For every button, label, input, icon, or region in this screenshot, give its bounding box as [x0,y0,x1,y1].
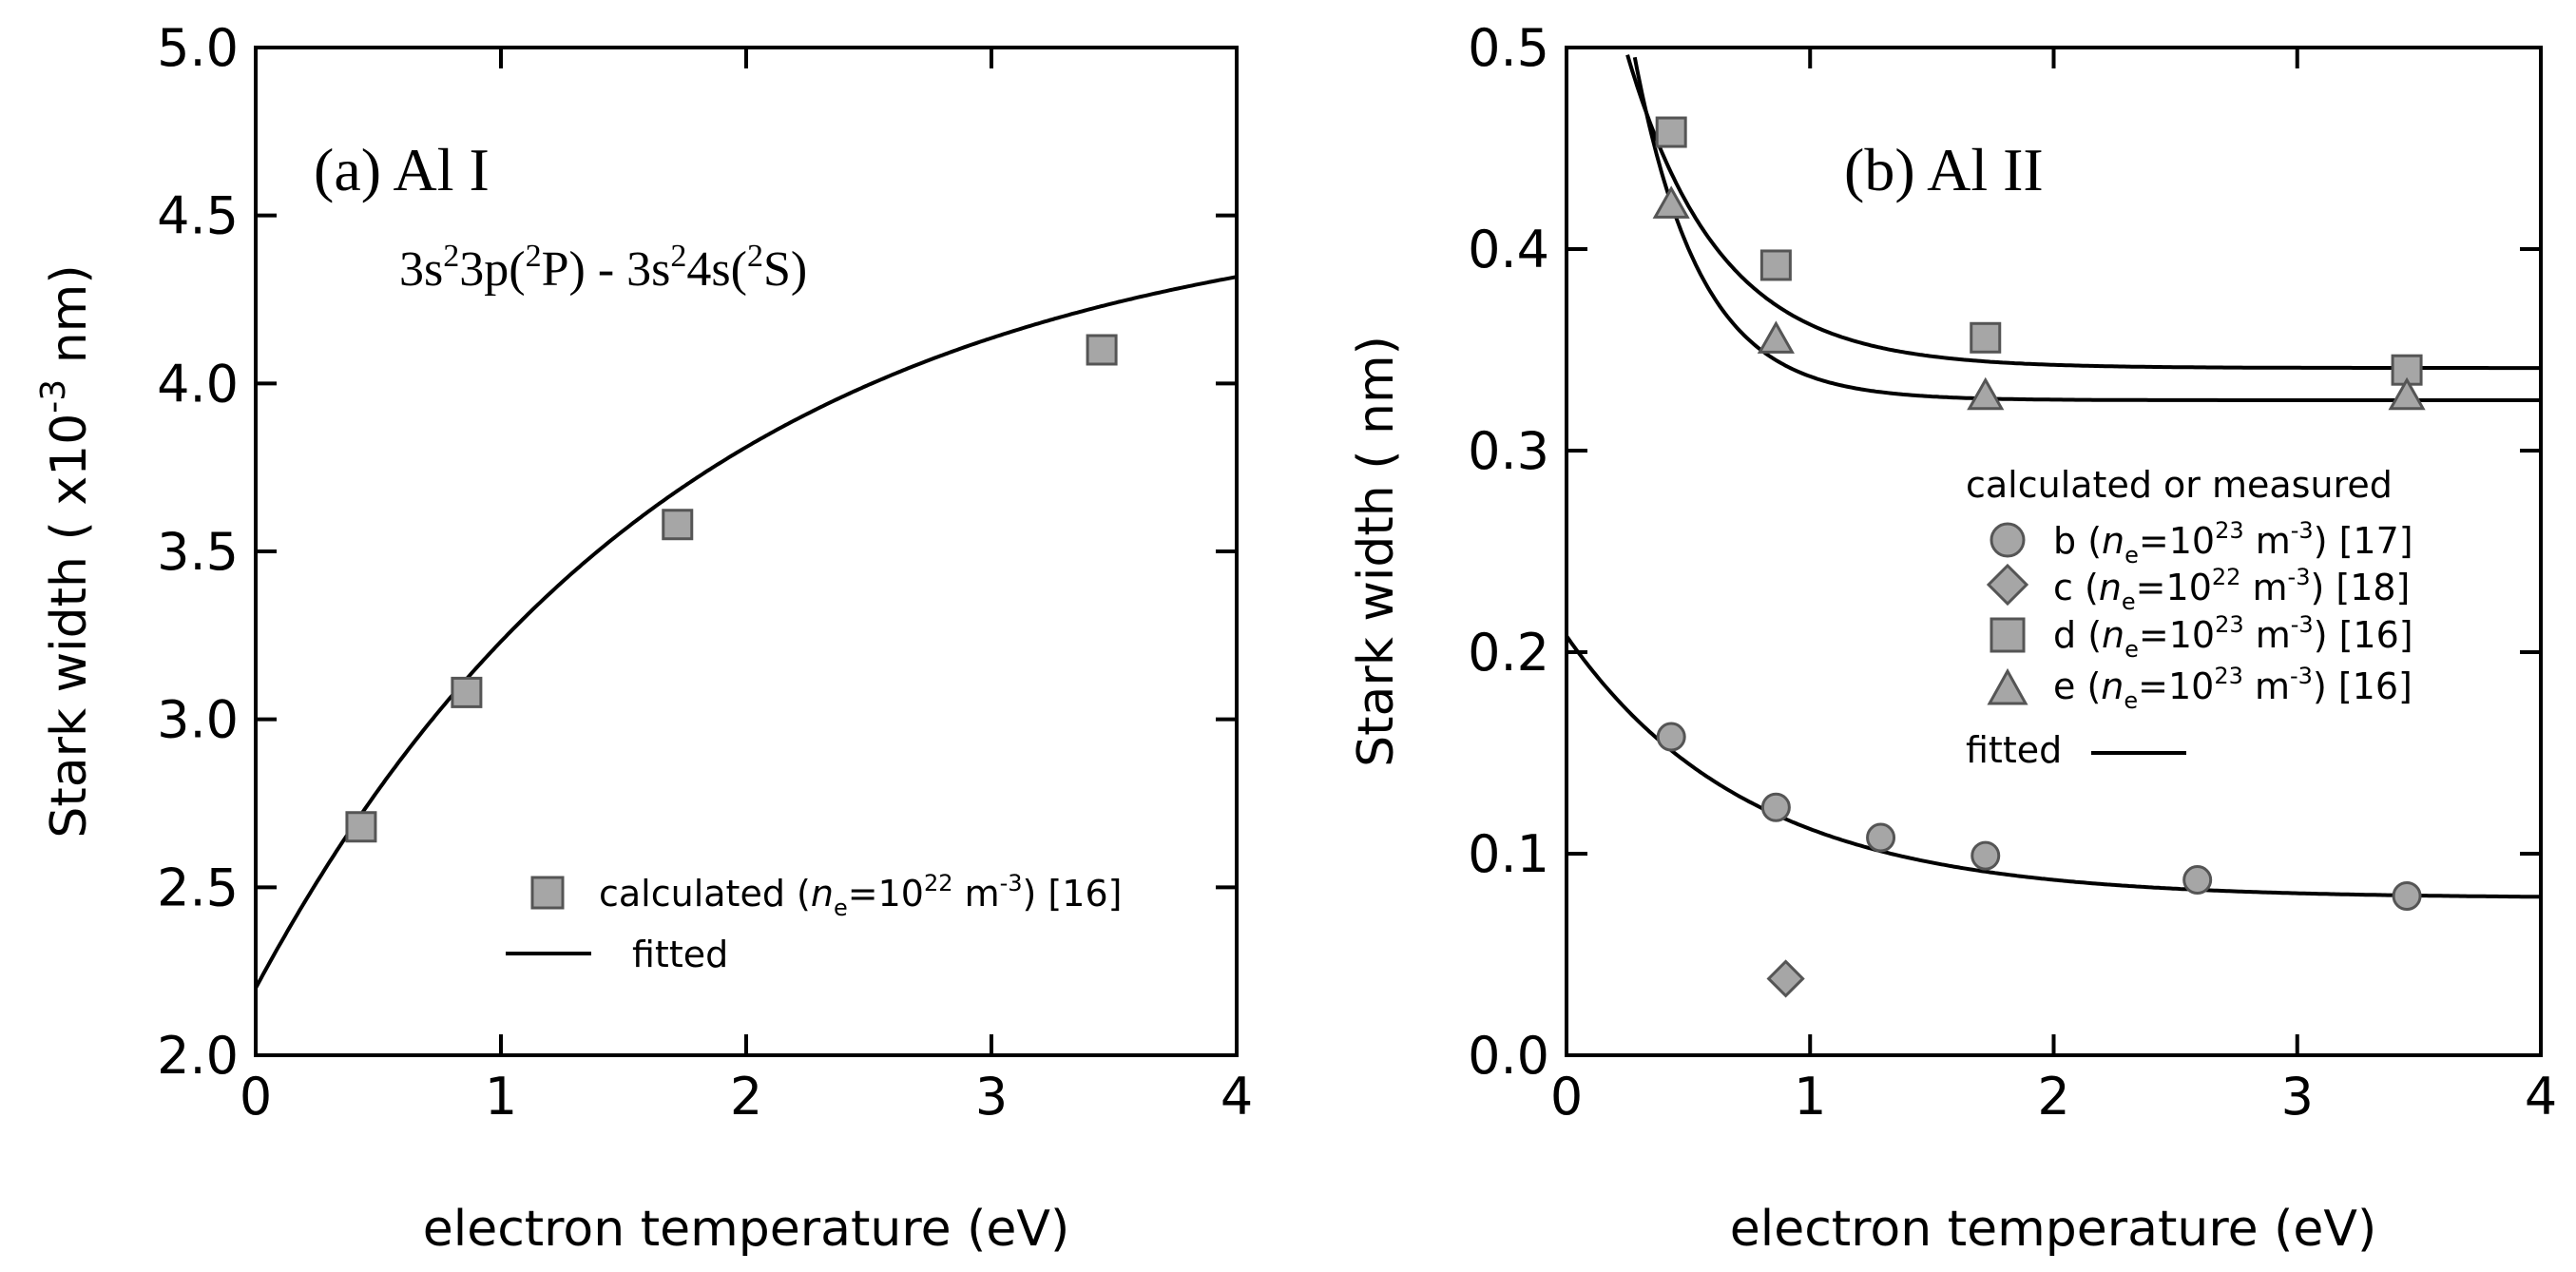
panel-b-fit-curve-e [1632,56,2541,402]
panel-b-legend-circle-marker [1990,522,2026,558]
panel-a-x-tick-label: 3 [975,1067,1008,1127]
panel-b-data-point-b [1656,722,1686,752]
panel-b-y-tick-label: 0.1 [1468,824,1549,884]
panel-b-x-axis-label: electron temperature (eV) [1730,1201,2376,1258]
panel-a-legend-fitted: fitted [632,934,728,975]
panel-b-x-tick-label: 1 [1794,1067,1826,1127]
panel-b-markers [1652,116,2426,998]
panel-b-legend-label-c: c (ne=1022 m-3) [18] [2053,564,2410,615]
panel-b: 0 1 2 3 4 0.0 0.1 0.2 0.3 0.4 0.5 (b) Al II calcul… [1348,18,2557,1258]
panel-a-y-tick-label: 4.0 [157,354,239,414]
panel-b-data-point-b [1970,840,2001,871]
panel-a-y-tick-label: 5.0 [157,18,239,78]
panel-a-markers [345,334,1118,843]
panel-a-data-point-square [451,676,483,708]
panel-a-x-tick-label: 4 [1221,1067,1253,1127]
panel-b-fit-curve-d [1625,54,2541,371]
panel-b-x-tick-label: 2 [2037,1067,2069,1127]
panel-b-legend-square-marker [1990,617,2026,653]
panel-a-y-tick-label: 2.0 [157,1026,239,1086]
panel-a-transition: 3s23p(2P) - 3s24s(2S) [399,239,807,297]
panel-b-legend-diamond-marker [1986,563,2029,607]
panel-b-legend-label-e: e (ne=1023 m-3) [16] [2053,663,2413,714]
panel-a-legend-square-marker [530,876,565,910]
panel-a-y-tick-label: 2.5 [157,858,239,917]
panel-b-fit-curve-b [1565,634,2541,899]
panel-b-legend-rows: b (ne=1023 m-3) [17]c (ne=1022 m-3) [18]… [2053,517,2413,714]
panel-b-y-tick-label: 0.4 [1468,220,1549,279]
panel-b-x-tick-label: 4 [2525,1067,2557,1127]
panel-a-x-tick-label: 0 [240,1067,272,1127]
panel-b-data-point-e [1652,185,1690,219]
panel-b-data-point-e [1967,376,2005,411]
panel-a-data-point-square [662,509,694,541]
panel-b-y-tick-label: 0.3 [1468,421,1549,481]
panel-a-x-tick-label: 2 [730,1067,762,1127]
panel-b-ticks [1565,46,2543,1057]
panel-b-x-tick-label: 0 [1550,1067,1583,1127]
panel-a-x-tick-label: 1 [485,1067,517,1127]
panel-b-data-point-e [1757,320,1795,354]
panel-b-y-tick-label: 0.0 [1468,1026,1549,1086]
panel-a-data-point-square [1086,334,1118,366]
panel-b-legend-label-b: b (ne=1023 m-3) [17] [2053,517,2413,569]
panel-b-legend-label-d: d (ne=1023 m-3) [16] [2053,611,2413,663]
panel-a-y-tick-label: 4.5 [157,186,239,246]
panel-b-x-tick-label: 3 [2281,1067,2314,1127]
panel-b-data-point-d [1970,321,2002,354]
panel-a-y-tick-label: 3.5 [157,522,239,582]
panel-b-data-point-b [2182,865,2213,896]
panel-a-x-axis-label: electron temperature (eV) [423,1201,1069,1258]
panel-b-legend-heading: calculated or measured [1966,464,2393,506]
panel-a-ticks [254,46,1239,1057]
panel-b-y-tick-label: 0.2 [1468,623,1549,683]
panel-b-data-point-d [1655,116,1687,148]
panel-b-data-point-e [2388,376,2426,411]
panel-a-title: (a) Al I [314,136,490,203]
panel-a-legend-calculated: calculated (ne=1022 m-3) [16] [599,870,1122,921]
panel-b-tick-labels: 0 1 2 3 4 0.0 0.1 0.2 0.3 0.4 0.5 [1468,18,2557,1127]
panel-b-legend-fitted: fitted [1966,729,2062,771]
panel-b-title: (b) Al II [1844,136,2044,203]
panel-a: 0 1 2 3 4 2.0 2.5 3.0 3.5 4.0 4.5 5.0 (a) Al I 3s23… [34,18,1253,1258]
panel-a-data-point-square [345,811,377,843]
panel-b-data-point-d [1759,249,1792,281]
panel-a-y-tick-label: 3.0 [157,690,239,750]
panel-b-y-tick-label: 0.5 [1468,18,1549,78]
panel-a-fit-curve [254,275,1238,990]
panel-a-y-axis-label: Stark width ( x10-3 nm) [34,264,98,838]
panel-b-legend-triangle-marker [1987,667,2028,705]
panel-a-tick-labels: 0 1 2 3 4 2.0 2.5 3.0 3.5 4.0 4.5 5.0 [157,18,1253,1127]
panel-b-data-point-b [2392,881,2422,912]
panel-b-data-point-b [1866,822,1896,853]
panel-b-fit-curves [1565,54,2541,899]
panel-b-y-axis-label: Stark width ( nm) [1348,336,1405,767]
panel-b-data-point-c [1766,959,1805,998]
panel-b-data-point-b [1760,792,1791,822]
